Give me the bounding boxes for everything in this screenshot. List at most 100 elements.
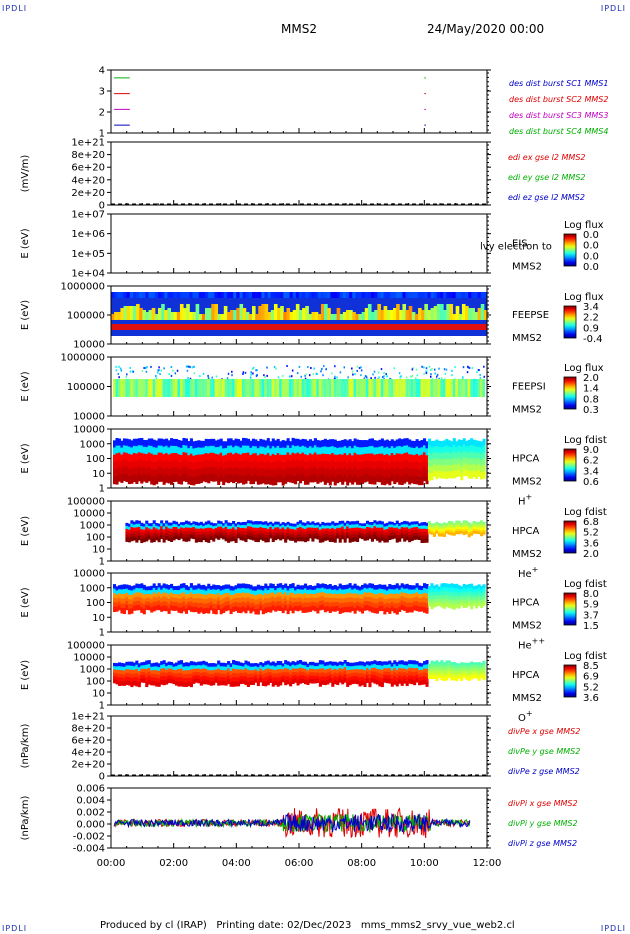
species-label: He++ [518, 637, 545, 652]
panel-hpca_h: 10000 1000 100 10 1 E (eV) HPCA MMS2 H+ Log fdist… [20, 425, 607, 508]
y-tick-label: 1e+04 [71, 269, 105, 280]
colorbar-tick-label: 0.9 [583, 323, 599, 334]
corner-label-bottom-left: IPDLI [2, 924, 28, 933]
y-tick-label: 0 [99, 772, 105, 783]
legend-entry: edi ey gse l2 MMS2 [508, 173, 586, 182]
panel-eis: 1e+07 1e+06 1e+05 1e+04 E (eV) EIS MMS2 lvy ele… [20, 210, 604, 280]
colorbar [563, 664, 577, 698]
colorbar-tick-label: 3.4 [583, 302, 599, 313]
colorbar [563, 305, 577, 339]
colorbar-tick-label: 2.2 [583, 313, 599, 324]
y-tick-label: 1000000 [60, 353, 105, 364]
colorbar-tick-label: 2.0 [583, 549, 599, 560]
y-tick-label: 0.006 [76, 784, 105, 795]
legend-entry: des dist burst SC4 MMS4 [509, 127, 608, 136]
species-label: H+ [518, 493, 532, 508]
colorbar-tick-label: 2.0 [583, 373, 599, 384]
y-tick-label: 1000 [80, 665, 105, 676]
y-tick-label: 6e+20 [71, 163, 105, 174]
colorbar-tick-label: 6.9 [583, 672, 599, 683]
legend-entry: edi ez gse l2 MMS2 [508, 193, 585, 202]
corner-label-top-right: IPDLI [600, 4, 626, 13]
spacecraft-label: MMS2 [512, 333, 542, 344]
spacecraft-label: MMS2 [512, 477, 542, 488]
colorbar [563, 376, 577, 410]
divpi-data [113, 807, 471, 839]
colorbar-tick-label: 0.0 [583, 230, 599, 241]
divpi-series-z [113, 812, 471, 833]
colorbar-tick-label: 5.2 [583, 528, 599, 539]
datetime-title: 24/May/2020 00:00 [427, 22, 545, 36]
y-tick-label: 10000 [73, 412, 105, 423]
hpca_h-data [113, 437, 486, 486]
y-axis-label: E (eV) [20, 228, 31, 258]
spacecraft-label: MMS2 [512, 621, 542, 632]
legend-entry: divPe z gse MMS2 [508, 767, 580, 776]
corner-label-bottom-right: IPDLI [600, 924, 626, 933]
colorbar-tick-label: 3.7 [583, 610, 599, 621]
legend-entry: divPi z gse MMS2 [508, 839, 577, 848]
y-tick-label: 100000 [67, 311, 105, 322]
y-axis-label: (nPa/km) [20, 796, 31, 841]
y-tick-label: 10000 [73, 569, 105, 580]
species-label: He+ [518, 565, 538, 580]
corner-label-top-left: IPDLI [2, 4, 28, 13]
spacecraft-label: MMS2 [512, 693, 542, 704]
colorbar-title: Log flux [564, 363, 604, 374]
y-axis-label: E (eV) [20, 300, 31, 330]
y-tick-label: 1e+06 [71, 229, 105, 240]
panel-frame [110, 141, 488, 206]
y-tick-label: 3 [99, 87, 105, 98]
time-tick-label: 00:00 [97, 858, 126, 869]
colorbar-tick-label: 1.5 [583, 621, 599, 632]
time-tick-label: 06:00 [285, 858, 314, 869]
y-tick-label: 100000 [67, 641, 105, 652]
legend-entry: des dist burst SC3 MMS3 [509, 111, 608, 120]
panel-frame [110, 715, 488, 777]
y-axis-label: (nPa/km) [20, 724, 31, 769]
y-tick-label: 4e+20 [71, 175, 105, 186]
colorbar-title: Log flux [564, 292, 604, 303]
panel-burst: 4 3 2 1 des dist burst SC1 MMS1 des dist burs… [99, 66, 609, 140]
colorbar-tick-label: 1.4 [583, 384, 599, 395]
time-tick-label: 02:00 [159, 858, 188, 869]
y-tick-label: 1000000 [60, 282, 105, 293]
y-tick-label: 0.000 [76, 820, 105, 831]
y-tick-label: 1 [99, 484, 105, 495]
summary-plot: 00:00 02:00 04:00 06:00 08:00 10:00 12:00 4 3 2 1 d… [20, 66, 609, 870]
colorbar-tick-label: 9.0 [583, 445, 599, 456]
spacecraft-label: MMS2 [512, 405, 542, 416]
y-tick-label: 10000 [73, 653, 105, 664]
y-tick-label: 0.002 [76, 808, 105, 819]
panel-frame [110, 213, 488, 274]
colorbar [563, 448, 577, 482]
instrument-label: HPCA [512, 526, 540, 537]
colorbar-title: Log fdist [564, 435, 607, 446]
legend-entry: divPe y gse MMS2 [508, 747, 580, 756]
y-axis-label: E (eV) [20, 516, 31, 546]
y-tick-label: 100 [86, 533, 105, 544]
instrument-label: HPCA [512, 454, 540, 465]
overlay-text: lvy electron to [480, 241, 552, 252]
y-tick-label: 1000 [80, 583, 105, 594]
legend-entry: divPe x gse MMS2 [508, 727, 580, 736]
y-tick-label: 1e+21 [71, 712, 105, 723]
hpca_o-data [113, 660, 486, 688]
colorbar [563, 520, 577, 554]
y-tick-label: 10000 [73, 340, 105, 351]
y-tick-label: 100 [86, 677, 105, 688]
y-tick-label: 1 [99, 129, 105, 140]
burst-data [114, 77, 426, 126]
y-tick-label: 1000 [80, 439, 105, 450]
legend-entry: edi ex gse l2 MMS2 [508, 153, 586, 162]
time-tick-label: 10:00 [410, 858, 439, 869]
spacecraft-title: MMS2 [281, 22, 317, 36]
colorbar-tick-label: 6.8 [583, 517, 599, 528]
colorbar-tick-label: 3.6 [583, 693, 599, 704]
colorbar-tick-label: 8.0 [583, 589, 599, 600]
y-tick-label: 10 [92, 613, 105, 624]
time-tick-label: 08:00 [347, 858, 376, 869]
